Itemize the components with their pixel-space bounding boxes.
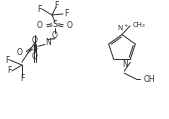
Text: ⁻: ⁻ (51, 39, 55, 44)
Text: O: O (32, 52, 38, 61)
Text: S: S (53, 20, 57, 29)
Text: O: O (37, 21, 43, 30)
Text: F: F (64, 10, 68, 18)
Text: N$^+$: N$^+$ (117, 22, 129, 33)
Text: N: N (45, 38, 51, 47)
Text: O: O (67, 21, 73, 30)
Text: OH: OH (143, 75, 155, 84)
Text: F: F (37, 5, 41, 14)
Text: CH₃: CH₃ (133, 22, 146, 28)
Text: F: F (20, 74, 24, 83)
Text: S: S (33, 44, 37, 53)
Text: F: F (5, 56, 9, 65)
Text: O: O (32, 36, 38, 45)
Text: F: F (54, 1, 58, 10)
Text: O: O (52, 31, 58, 40)
Text: F: F (7, 66, 11, 75)
Text: O: O (17, 48, 23, 57)
Text: N: N (123, 60, 128, 69)
